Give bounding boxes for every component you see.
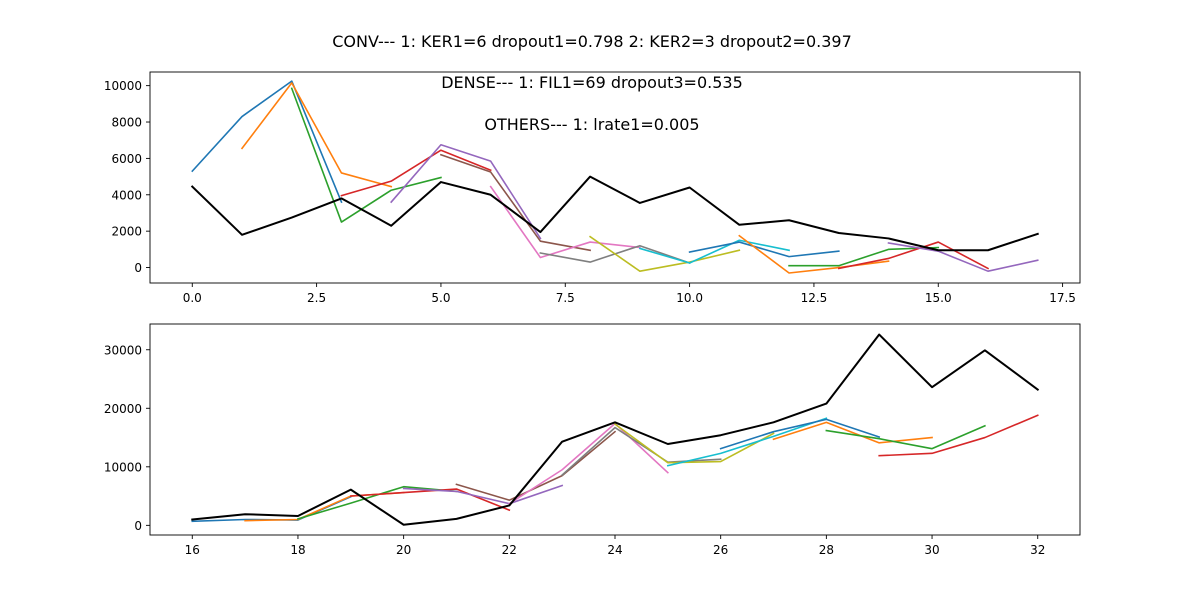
series-line-0-15 bbox=[190, 175, 1039, 252]
series-line-1-10 bbox=[719, 418, 881, 450]
series-line-0-13 bbox=[837, 241, 990, 270]
series-line-1-7 bbox=[561, 426, 722, 477]
axes-frame bbox=[149, 71, 1081, 284]
x-tick-label: 30 bbox=[924, 543, 939, 557]
y-tick-label: 0 bbox=[134, 261, 142, 275]
y-tick-label: 20000 bbox=[104, 402, 142, 416]
series-line-1-9 bbox=[666, 417, 828, 467]
x-tick-label: 16 bbox=[185, 543, 200, 557]
series-line-0-1 bbox=[240, 82, 393, 188]
x-tick-label: 20 bbox=[396, 543, 411, 557]
x-tick-label: 18 bbox=[290, 543, 305, 557]
series-line-0-6 bbox=[489, 185, 641, 259]
y-tick-label: 2000 bbox=[111, 225, 142, 239]
y-tick-label: 0 bbox=[134, 519, 142, 533]
y-tick-label: 8000 bbox=[111, 116, 142, 130]
series-line-0-10 bbox=[688, 241, 840, 258]
series-line-0-12 bbox=[788, 246, 940, 267]
series-line-1-4 bbox=[402, 484, 564, 505]
y-tick-label: 30000 bbox=[104, 343, 142, 357]
figure-title: CONV--- 1: KER1=6 dropout1=0.798 2: KER2… bbox=[332, 32, 852, 51]
x-tick-label: 12.5 bbox=[801, 291, 828, 305]
series-line-0-2 bbox=[290, 87, 442, 223]
series-line-0-8 bbox=[589, 235, 741, 272]
series-line-0-14 bbox=[887, 242, 1039, 272]
series-line-0-5 bbox=[439, 153, 592, 252]
series-line-1-14 bbox=[191, 333, 1040, 526]
series-line-1-12 bbox=[825, 424, 986, 450]
series-line-1-5 bbox=[455, 430, 617, 501]
x-tick-label: 28 bbox=[819, 543, 834, 557]
x-tick-label: 26 bbox=[713, 543, 728, 557]
series-line-0-3 bbox=[340, 149, 492, 197]
top-axes: 0.0 2.5 5.0 7.5 10.0 12.5 15.0 17.5 0 2000 4000 600… bbox=[104, 71, 1081, 305]
series-line-1-3 bbox=[349, 488, 511, 512]
series-line-1-11 bbox=[772, 421, 933, 444]
y-tick-label: 6000 bbox=[111, 152, 142, 166]
annotation-dense: DENSE--- 1: FIL1=69 dropout3=0.535 bbox=[441, 73, 743, 92]
x-tick-label: 5.0 bbox=[431, 291, 450, 305]
x-tick-label: 17.5 bbox=[1049, 291, 1076, 305]
y-tick-label: 10000 bbox=[104, 79, 142, 93]
y-tick-label: 10000 bbox=[104, 460, 142, 474]
series-line-0-4 bbox=[390, 143, 542, 240]
annotation-others: OTHERS--- 1: lrate1=0.005 bbox=[484, 115, 699, 134]
series-line-1-8 bbox=[613, 422, 775, 464]
series-line-0-9 bbox=[638, 239, 791, 264]
series-line-1-6 bbox=[508, 422, 669, 505]
x-tick-label: 22 bbox=[502, 543, 517, 557]
x-tick-label: 7.5 bbox=[556, 291, 575, 305]
series-line-0-11 bbox=[738, 234, 890, 274]
bottom-axes: 16 18 20 22 24 26 28 30 32 0 10000 20000 30000 bbox=[104, 323, 1081, 557]
x-tick-label: 10.0 bbox=[676, 291, 703, 305]
series-line-0-0 bbox=[191, 80, 343, 204]
series-line-1-13 bbox=[878, 414, 1039, 457]
x-tick-label: 15.0 bbox=[925, 291, 952, 305]
x-tick-label: 2.5 bbox=[307, 291, 326, 305]
x-tick-label: 32 bbox=[1030, 543, 1045, 557]
x-tick-label: 0.0 bbox=[183, 291, 202, 305]
y-tick-label: 4000 bbox=[111, 188, 142, 202]
x-tick-label: 24 bbox=[607, 543, 622, 557]
